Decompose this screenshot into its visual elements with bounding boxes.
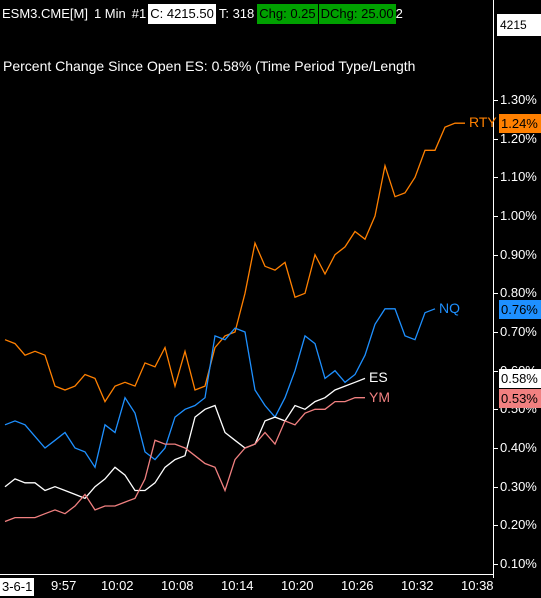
y-tick-label: 0.30% [500,478,537,494]
y-tick-label: 0.80% [500,285,537,301]
x-tick-label: 10:08 [161,578,194,593]
x-tick-label: 9:57 [51,578,77,593]
close-price-box: C: 4215.50 [148,4,216,24]
y-tick [493,100,498,101]
x-axis-line[interactable] [0,574,493,575]
chart-header: ESM3.CME[M] 1 Min #1 C: 4215.50 T: 318 C… [0,0,541,36]
x-tick-label: 10:38 [461,578,494,593]
y-tick [493,138,498,140]
series-name-rty: RTY [469,114,497,131]
y-tick [493,486,498,488]
series-name-es: ES [369,369,388,386]
edge-price-box: 4215 [497,14,541,36]
y-tick-label: 0.70% [500,324,537,339]
series-line-nq[interactable] [4,308,436,469]
change-box: Chg: 0.25 [257,4,318,24]
x-tick-label: 10:20 [281,578,314,593]
y-tick-label: 0.90% [500,246,537,262]
series-value-box-es: 0.58% [499,369,541,389]
interval-label[interactable]: 1 Min [93,6,126,21]
y-tick [493,216,498,217]
x-tick-label: 10:02 [101,578,134,593]
series-line-es[interactable] [4,377,366,500]
series-name-nq: NQ [439,299,460,316]
y-tick-label: 1.00% [500,208,537,223]
series-line-rty[interactable] [4,122,465,403]
series-value-box-ym: 0.53% [499,388,541,408]
series-line-ym[interactable] [4,397,365,523]
chart-number: #1 [131,6,147,21]
y-tick-label: 0.10% [500,556,537,571]
date-label: 3-6-1 [0,578,35,596]
y-tick [493,525,498,527]
y-tick-label: 1.30% [500,92,537,107]
y-tick [493,177,498,179]
header-overflow-text: 2 [395,6,403,21]
y-tick [493,564,498,565]
y-tick [493,293,498,295]
symbol-label[interactable]: ESM3.CME[M] [2,6,88,21]
series-name-ym: YM [369,388,390,405]
x-tick-label: 10:14 [221,578,254,593]
tick-count: T: 318 [218,6,255,21]
y-tick [493,409,498,411]
x-tick-label: 10:32 [401,578,434,593]
x-tick-label: 10:26 [341,578,374,593]
chart-plot [4,122,465,523]
study-label: Percent Change Since Open ES: 0.58% (Tim… [3,58,416,74]
y-tick-label: 0.20% [500,517,537,533]
y-tick-label: 1.20% [500,130,537,146]
dchange-box: DChg: 25.00 [318,4,396,24]
y-tick-label: 1.10% [500,169,537,185]
y-tick [493,448,498,449]
series-value-box-nq: 0.76% [499,299,541,319]
y-tick [493,254,498,256]
series-value-box-rty: 1.24% [499,114,541,134]
y-axis-line[interactable] [493,0,494,578]
y-tick [493,370,498,372]
y-tick [493,332,498,333]
y-tick-label: 0.40% [500,440,537,455]
